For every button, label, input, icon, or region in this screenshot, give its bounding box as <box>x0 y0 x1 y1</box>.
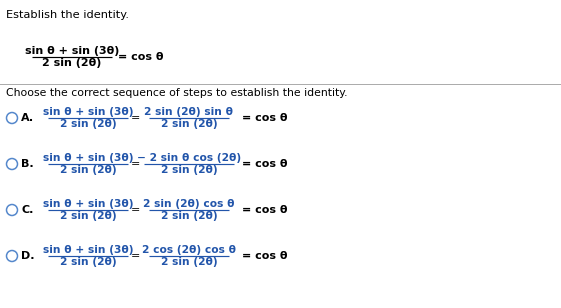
Text: 2 sin (2θ) cos θ: 2 sin (2θ) cos θ <box>143 199 234 209</box>
Text: 2 cos (2θ) cos θ: 2 cos (2θ) cos θ <box>142 245 236 255</box>
Text: 2 sin (2θ): 2 sin (2θ) <box>160 211 217 221</box>
Text: 2 sin (2θ) sin θ: 2 sin (2θ) sin θ <box>145 107 233 117</box>
Text: =: = <box>130 159 140 169</box>
Text: Choose the correct sequence of steps to establish the identity.: Choose the correct sequence of steps to … <box>6 88 347 98</box>
Text: sin θ + sin (3θ): sin θ + sin (3θ) <box>43 245 134 255</box>
Text: 2 sin (2θ): 2 sin (2θ) <box>42 58 102 68</box>
Text: 2 sin (2θ): 2 sin (2θ) <box>59 211 116 221</box>
Text: =: = <box>130 205 140 215</box>
Text: =: = <box>130 251 140 261</box>
Text: 2 sin (2θ): 2 sin (2θ) <box>160 165 217 175</box>
Text: = cos θ: = cos θ <box>242 251 287 261</box>
Text: = cos θ: = cos θ <box>242 113 287 123</box>
Text: 2 sin (2θ): 2 sin (2θ) <box>59 165 116 175</box>
Text: =: = <box>130 113 140 123</box>
Text: A.: A. <box>21 113 34 123</box>
Text: sin θ + sin (3θ): sin θ + sin (3θ) <box>43 199 134 209</box>
Text: Establish the identity.: Establish the identity. <box>6 10 129 20</box>
Text: sin θ + sin (3θ): sin θ + sin (3θ) <box>25 46 119 56</box>
Text: = cos θ: = cos θ <box>242 205 287 215</box>
Text: 2 sin (2θ): 2 sin (2θ) <box>160 119 217 129</box>
Text: sin θ + sin (3θ): sin θ + sin (3θ) <box>43 153 134 163</box>
Text: = cos θ: = cos θ <box>118 52 164 62</box>
Text: sin θ + sin (3θ): sin θ + sin (3θ) <box>43 107 134 117</box>
Text: 2 sin (2θ): 2 sin (2θ) <box>59 257 116 267</box>
Text: C.: C. <box>21 205 33 215</box>
Text: 2 sin (2θ): 2 sin (2θ) <box>59 119 116 129</box>
Text: D.: D. <box>21 251 34 261</box>
Text: = cos θ: = cos θ <box>242 159 287 169</box>
Text: B.: B. <box>21 159 34 169</box>
Text: − 2 sin θ cos (2θ): − 2 sin θ cos (2θ) <box>137 153 241 163</box>
Text: 2 sin (2θ): 2 sin (2θ) <box>160 257 217 267</box>
